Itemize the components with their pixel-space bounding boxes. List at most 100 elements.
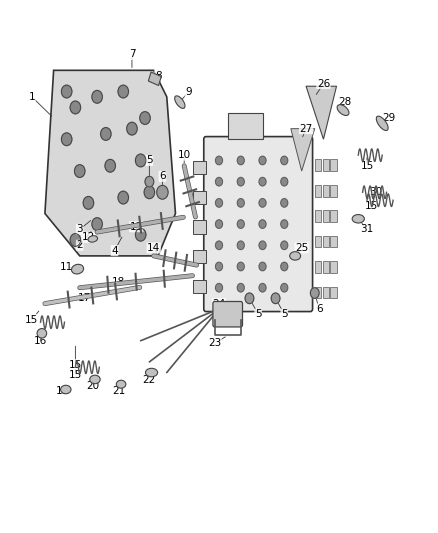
Bar	[228, 113, 262, 139]
Circle shape	[83, 197, 94, 209]
Text: 21: 21	[112, 386, 126, 396]
Text: 9: 9	[185, 86, 192, 96]
Circle shape	[259, 262, 266, 271]
Text: 15: 15	[25, 314, 39, 325]
Circle shape	[215, 284, 223, 292]
Circle shape	[118, 191, 128, 204]
Text: 15: 15	[360, 161, 374, 171]
Circle shape	[215, 220, 223, 228]
Circle shape	[281, 241, 288, 249]
Bar	[330, 236, 337, 247]
Text: 2: 2	[76, 240, 83, 251]
Circle shape	[281, 284, 288, 292]
Text: 6: 6	[159, 172, 166, 181]
Ellipse shape	[37, 328, 47, 338]
Bar	[315, 211, 321, 222]
Text: 17: 17	[78, 293, 91, 303]
Circle shape	[281, 220, 288, 228]
Bar	[315, 159, 321, 171]
Ellipse shape	[60, 385, 71, 394]
Bar	[193, 220, 206, 233]
Circle shape	[259, 284, 266, 292]
Circle shape	[92, 217, 102, 230]
Ellipse shape	[337, 104, 349, 116]
Circle shape	[237, 262, 244, 271]
Bar	[322, 159, 329, 171]
Circle shape	[281, 262, 288, 271]
Text: 14: 14	[147, 243, 160, 253]
Ellipse shape	[90, 375, 100, 384]
Circle shape	[237, 156, 244, 165]
Text: 28: 28	[339, 97, 352, 107]
Ellipse shape	[88, 236, 98, 242]
Circle shape	[259, 241, 266, 249]
Bar	[322, 211, 329, 222]
Circle shape	[259, 199, 266, 207]
Circle shape	[259, 177, 266, 186]
Circle shape	[157, 185, 168, 199]
Text: 6: 6	[316, 304, 322, 314]
Circle shape	[215, 199, 223, 207]
Circle shape	[311, 288, 319, 298]
Bar	[330, 159, 337, 171]
Circle shape	[135, 228, 146, 241]
Text: 15: 15	[69, 360, 82, 369]
Ellipse shape	[290, 252, 300, 260]
Polygon shape	[45, 70, 176, 256]
Text: 19: 19	[56, 386, 69, 396]
Circle shape	[140, 112, 150, 124]
Text: 25: 25	[295, 243, 308, 253]
Text: 31: 31	[360, 224, 374, 235]
Ellipse shape	[116, 380, 126, 388]
FancyBboxPatch shape	[204, 136, 313, 312]
Text: 15: 15	[365, 200, 378, 211]
Bar	[322, 261, 329, 273]
Text: 1: 1	[28, 92, 35, 102]
Bar	[193, 250, 206, 263]
Bar	[330, 185, 337, 197]
Circle shape	[237, 199, 244, 207]
Ellipse shape	[352, 215, 364, 223]
Bar	[330, 287, 337, 298]
Circle shape	[271, 293, 280, 304]
Circle shape	[135, 154, 146, 167]
Circle shape	[61, 85, 72, 98]
Circle shape	[215, 177, 223, 186]
Text: 29: 29	[382, 113, 396, 123]
FancyBboxPatch shape	[213, 302, 243, 327]
Circle shape	[145, 176, 154, 187]
Circle shape	[118, 85, 128, 98]
Text: 16: 16	[34, 336, 47, 346]
Bar	[315, 185, 321, 197]
Ellipse shape	[145, 368, 158, 377]
Circle shape	[259, 220, 266, 228]
Text: 5: 5	[255, 309, 261, 319]
Circle shape	[281, 156, 288, 165]
Bar	[148, 72, 161, 86]
Circle shape	[215, 241, 223, 249]
Circle shape	[101, 127, 111, 140]
Text: 12: 12	[82, 232, 95, 243]
Circle shape	[281, 177, 288, 186]
Text: 22: 22	[143, 375, 156, 385]
Circle shape	[215, 156, 223, 165]
Bar	[193, 191, 206, 204]
Bar	[193, 161, 206, 174]
Text: 30: 30	[369, 187, 382, 197]
Bar	[315, 287, 321, 298]
Ellipse shape	[71, 264, 84, 274]
Circle shape	[144, 186, 155, 199]
Text: 5: 5	[281, 309, 288, 319]
Bar	[322, 287, 329, 298]
Circle shape	[281, 199, 288, 207]
Bar	[322, 185, 329, 197]
Bar	[193, 280, 206, 293]
Circle shape	[127, 122, 137, 135]
Text: 23: 23	[208, 338, 221, 349]
Bar	[330, 211, 337, 222]
Text: 11: 11	[60, 262, 73, 271]
Text: 15: 15	[69, 370, 82, 380]
Circle shape	[70, 101, 81, 114]
Text: 5: 5	[146, 156, 153, 165]
Ellipse shape	[376, 116, 388, 131]
